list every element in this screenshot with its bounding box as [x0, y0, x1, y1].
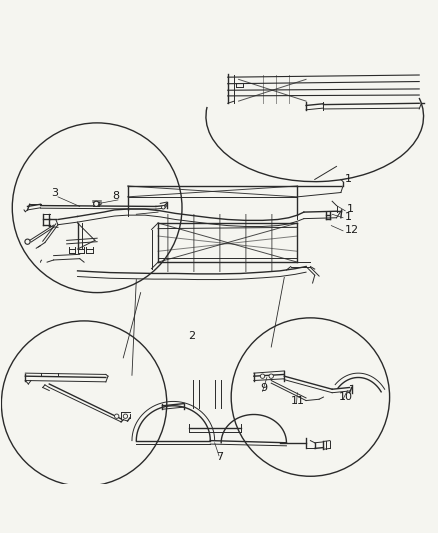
- Text: 1: 1: [345, 212, 352, 222]
- Text: 8: 8: [113, 191, 120, 201]
- Text: 2: 2: [188, 331, 196, 341]
- Text: 1: 1: [346, 204, 353, 214]
- Circle shape: [162, 206, 165, 209]
- Text: 3: 3: [51, 188, 58, 198]
- Circle shape: [115, 414, 119, 418]
- Text: 11: 11: [291, 397, 305, 407]
- Text: 7: 7: [216, 452, 223, 462]
- Text: 9: 9: [260, 383, 267, 393]
- Circle shape: [94, 201, 99, 206]
- Circle shape: [260, 374, 265, 378]
- Text: 12: 12: [345, 225, 359, 235]
- Circle shape: [269, 374, 273, 378]
- Text: 1: 1: [345, 174, 352, 184]
- Circle shape: [25, 239, 30, 244]
- Text: 10: 10: [339, 392, 353, 402]
- Circle shape: [123, 414, 127, 418]
